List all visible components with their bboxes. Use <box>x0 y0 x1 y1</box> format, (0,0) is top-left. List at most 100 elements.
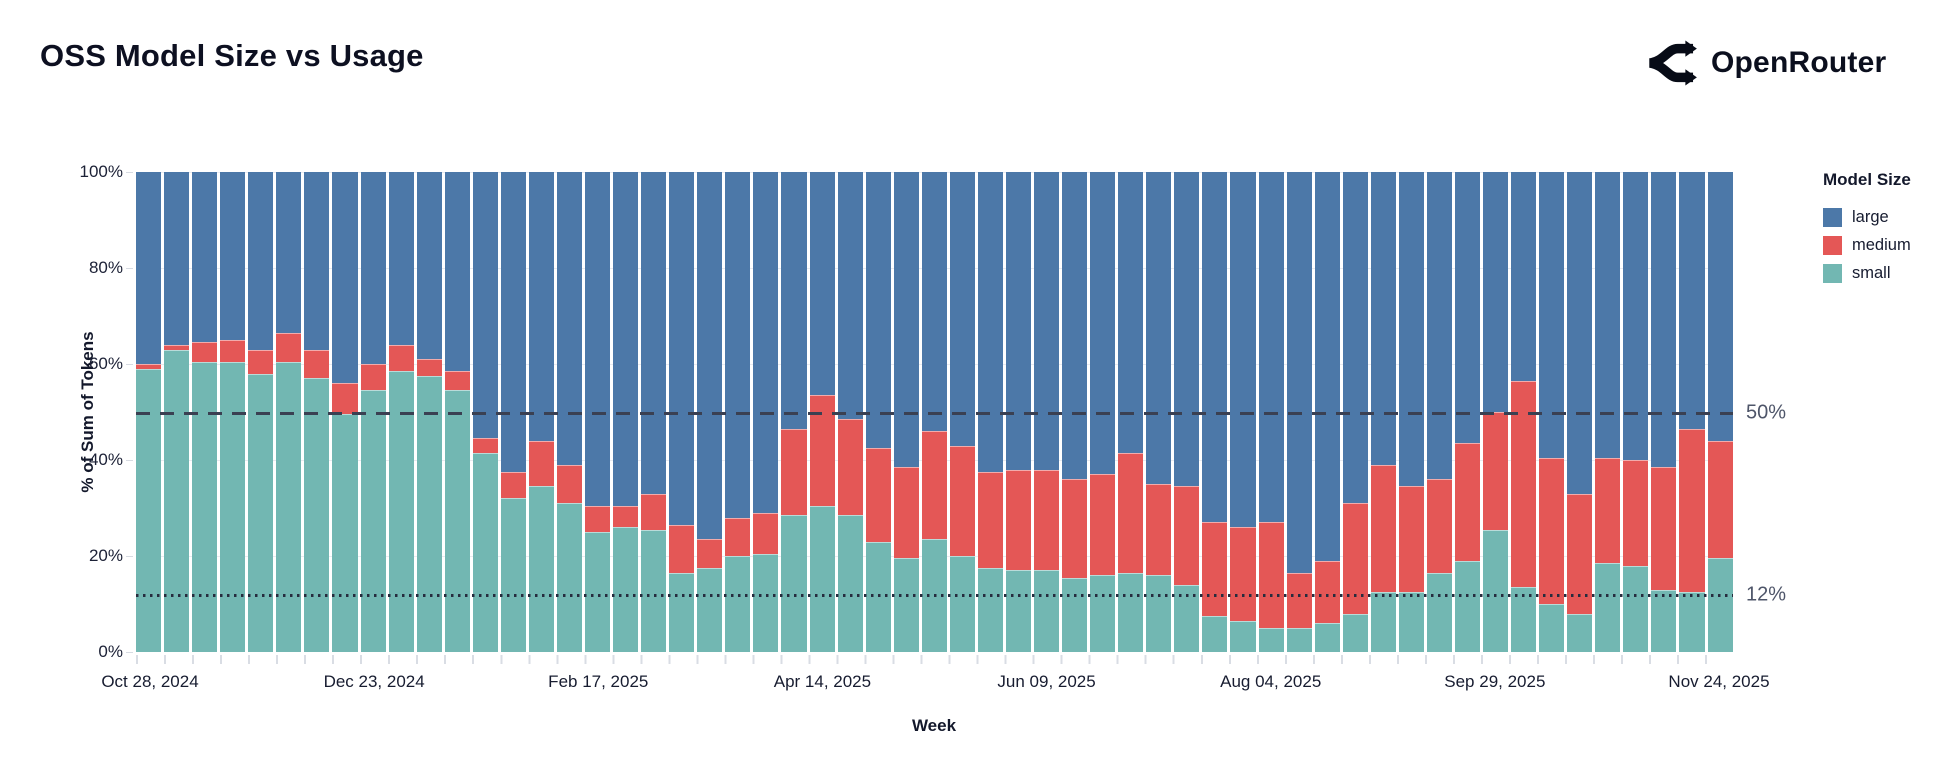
bar-segment-large[interactable] <box>1623 172 1649 461</box>
bar-segment-small[interactable] <box>697 568 723 652</box>
bar-column[interactable] <box>1202 172 1228 652</box>
bar-segment-small[interactable] <box>388 371 414 652</box>
bar-column[interactable] <box>1005 172 1031 652</box>
bar-segment-small[interactable] <box>1118 572 1144 652</box>
bar-segment-large[interactable] <box>164 172 190 345</box>
bar-segment-small[interactable] <box>1258 628 1284 652</box>
bar-segment-medium[interactable] <box>1483 412 1509 530</box>
bar-column[interactable] <box>332 172 358 652</box>
bar-segment-large[interactable] <box>220 172 246 341</box>
bar-segment-medium[interactable] <box>1623 460 1649 566</box>
bar-segment-large[interactable] <box>1342 172 1368 504</box>
bar-segment-small[interactable] <box>1034 570 1060 652</box>
bar-segment-medium[interactable] <box>1679 428 1705 592</box>
bar-segment-small[interactable] <box>1062 577 1088 652</box>
bar-column[interactable] <box>641 172 667 652</box>
bar-segment-small[interactable] <box>1426 572 1452 652</box>
bar-segment-large[interactable] <box>1426 172 1452 480</box>
bar-segment-large[interactable] <box>556 172 582 465</box>
bar-segment-medium[interactable] <box>1034 469 1060 571</box>
bar-segment-medium[interactable] <box>977 472 1003 568</box>
bar-column[interactable] <box>248 172 274 652</box>
bar-segment-medium[interactable] <box>1202 522 1228 616</box>
bar-column[interactable] <box>1595 172 1621 652</box>
bar-column[interactable] <box>1090 172 1116 652</box>
bar-segment-medium[interactable] <box>360 364 386 391</box>
bar-segment-small[interactable] <box>837 515 863 652</box>
bar-segment-medium[interactable] <box>1314 560 1340 624</box>
bar-column[interactable] <box>556 172 582 652</box>
bar-segment-large[interactable] <box>669 172 695 525</box>
bar-column[interactable] <box>416 172 442 652</box>
bar-segment-large[interactable] <box>304 172 330 350</box>
bar-segment-small[interactable] <box>1370 592 1396 652</box>
bar-segment-large[interactable] <box>865 172 891 449</box>
bar-segment-small[interactable] <box>977 568 1003 652</box>
bar-segment-medium[interactable] <box>164 344 190 350</box>
bar-segment-medium[interactable] <box>837 419 863 516</box>
bar-column[interactable] <box>753 172 779 652</box>
bar-column[interactable] <box>1398 172 1424 652</box>
bar-column[interactable] <box>304 172 330 652</box>
bar-column[interactable] <box>669 172 695 652</box>
bar-segment-small[interactable] <box>416 376 442 652</box>
bar-segment-large[interactable] <box>949 172 975 446</box>
bar-segment-medium[interactable] <box>1595 457 1621 564</box>
bar-segment-small[interactable] <box>192 361 218 652</box>
bar-segment-large[interactable] <box>1005 172 1031 470</box>
bar-column[interactable] <box>1314 172 1340 652</box>
bar-segment-medium[interactable] <box>781 428 807 516</box>
bar-segment-small[interactable] <box>1090 575 1116 652</box>
bar-segment-medium[interactable] <box>416 359 442 376</box>
bar-segment-medium[interactable] <box>1146 484 1172 576</box>
bar-column[interactable] <box>585 172 611 652</box>
bar-segment-medium[interactable] <box>1370 464 1396 592</box>
bar-segment-medium[interactable] <box>669 524 695 573</box>
bar-segment-large[interactable] <box>192 172 218 343</box>
bar-column[interactable] <box>1258 172 1284 652</box>
bar-column[interactable] <box>697 172 723 652</box>
bar-segment-large[interactable] <box>444 172 470 372</box>
bar-segment-large[interactable] <box>613 172 639 506</box>
bar-segment-medium[interactable] <box>472 438 498 453</box>
bar-segment-medium[interactable] <box>1707 440 1733 559</box>
bar-segment-medium[interactable] <box>893 467 919 559</box>
bar-segment-small[interactable] <box>556 503 582 652</box>
bar-column[interactable] <box>1146 172 1172 652</box>
bar-column[interactable] <box>1567 172 1593 652</box>
bar-column[interactable] <box>1707 172 1733 652</box>
bar-segment-medium[interactable] <box>1005 469 1031 571</box>
bar-segment-large[interactable] <box>1062 172 1088 480</box>
bar-segment-large[interactable] <box>500 172 526 473</box>
bar-column[interactable] <box>192 172 218 652</box>
bar-segment-medium[interactable] <box>1539 457 1565 604</box>
bar-column[interactable] <box>613 172 639 652</box>
bar-column[interactable] <box>1651 172 1677 652</box>
bar-column[interactable] <box>977 172 1003 652</box>
bar-segment-large[interactable] <box>1202 172 1228 523</box>
bar-segment-small[interactable] <box>248 373 274 652</box>
bar-segment-small[interactable] <box>1595 563 1621 652</box>
bar-column[interactable] <box>1539 172 1565 652</box>
bar-segment-large[interactable] <box>1567 172 1593 494</box>
bar-segment-large[interactable] <box>809 172 835 396</box>
bar-column[interactable] <box>276 172 302 652</box>
bar-column[interactable] <box>220 172 246 652</box>
bar-segment-small[interactable] <box>1146 575 1172 652</box>
bar-segment-small[interactable] <box>1342 613 1368 652</box>
bar-segment-small[interactable] <box>444 390 470 652</box>
bar-segment-large[interactable] <box>781 172 807 429</box>
bar-column[interactable] <box>893 172 919 652</box>
bar-segment-large[interactable] <box>1118 172 1144 453</box>
bar-segment-small[interactable] <box>781 515 807 652</box>
bar-segment-large[interactable] <box>1090 172 1116 475</box>
bar-segment-large[interactable] <box>1651 172 1677 468</box>
bar-segment-small[interactable] <box>1454 560 1480 652</box>
bar-segment-large[interactable] <box>697 172 723 540</box>
bar-segment-medium[interactable] <box>220 340 246 362</box>
bar-segment-large[interactable] <box>332 172 358 384</box>
bar-column[interactable] <box>781 172 807 652</box>
bar-segment-medium[interactable] <box>248 349 274 374</box>
bar-column[interactable] <box>1426 172 1452 652</box>
bar-column[interactable] <box>1286 172 1312 652</box>
